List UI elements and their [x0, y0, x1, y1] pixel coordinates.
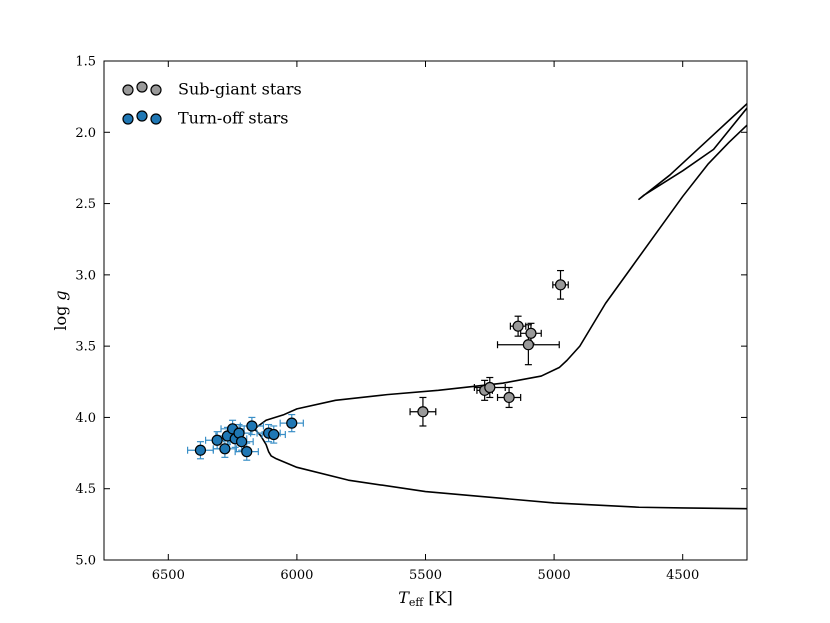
sub-giant-stars-legend-label: Sub-giant stars [178, 80, 302, 99]
x-axis-label: Teff [K] [398, 588, 453, 609]
y-tick-label: 2.5 [75, 197, 96, 212]
sub-giant-stars-point [417, 406, 429, 418]
plot-frame [103, 60, 748, 561]
x-tick-label: 6500 [152, 568, 185, 583]
y-axis-label: log g [51, 290, 70, 330]
legend: Sub-giant stars Turn-off stars [122, 80, 302, 128]
y-tick-label: 3.5 [75, 340, 96, 355]
turn-off-stars-point [246, 420, 258, 432]
turn-off-stars-legend-marker [150, 113, 162, 125]
isochrone-giant-branch-line [638, 103, 747, 201]
sub-giant-stars-legend-marker [122, 84, 134, 96]
y-tick-label: 1.5 [75, 55, 96, 70]
y-tick-label: 4.0 [75, 411, 96, 426]
isochrone-group [253, 103, 747, 510]
turn-off-stars-point [268, 428, 280, 441]
y-tick-label: 3.0 [75, 268, 96, 283]
y-tick-label: 2.0 [75, 126, 96, 141]
isochrone-line [253, 124, 747, 510]
turn-off-stars-point [236, 436, 248, 448]
turn-off-stars-point [211, 434, 223, 446]
axis-labels: Teff [K] log g [51, 290, 453, 609]
y-tick-label: 5.0 [75, 554, 96, 569]
x-tick-label: 6000 [280, 568, 313, 583]
sub-giant-stars-point [484, 381, 496, 394]
errorbars-group [186, 269, 569, 461]
x-tick-label: 5000 [538, 568, 571, 583]
axes-group: 6500 6000 5500 5000 4500 1.5 2.0 2.5 3.0 3.5 4.0 4.… [75, 55, 748, 583]
points-group [194, 279, 567, 458]
sub-giant-stars-point [554, 279, 567, 291]
turn-off-stars-legend-marker [136, 110, 148, 122]
sub-giant-stars-legend-marker [136, 81, 148, 93]
turn-off-stars-legend-label: Turn-off stars [178, 109, 288, 128]
turn-off-stars-point [219, 443, 231, 455]
sub-giant-stars-legend-marker [150, 84, 162, 96]
sub-giant-stars-point [512, 320, 524, 332]
sub-giant-stars-point [525, 327, 537, 339]
sub-giant-stars-point [503, 391, 515, 404]
turn-off-stars-point [194, 444, 207, 456]
x-tick-label: 4500 [666, 568, 699, 583]
turn-off-stars-point [241, 446, 253, 458]
y-tick-label: 4.5 [75, 482, 96, 497]
turn-off-stars-legend-marker [122, 113, 134, 125]
turn-off-stars-point [286, 417, 298, 429]
sub-giant-stars-point [522, 339, 534, 351]
x-tick-label: 5500 [409, 568, 442, 583]
